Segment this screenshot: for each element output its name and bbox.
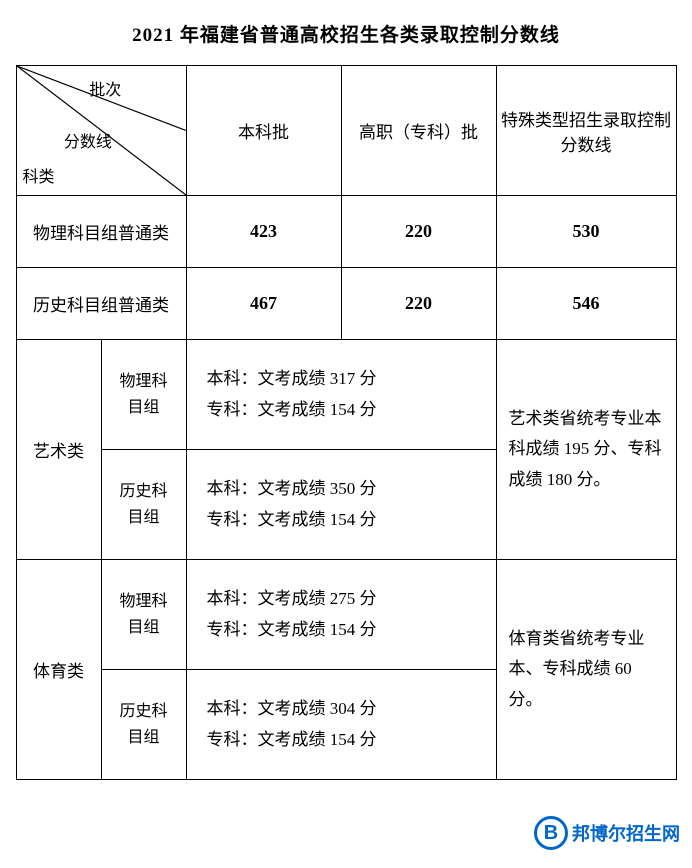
cell-gaozhi: 220 [341, 268, 496, 340]
watermark-text: 邦博尔招生网 [572, 820, 680, 846]
score-line: 专科：文考成绩 154 分 [207, 615, 492, 646]
header-benke: 本科批 [186, 66, 341, 196]
watermark-logo-icon: B [534, 816, 568, 850]
art-category-label: 艺术类 [16, 340, 101, 560]
score-line: 本科：文考成绩 275 分 [207, 584, 492, 615]
table-row: 体育类 物理科目组 本科：文考成绩 275 分 专科：文考成绩 154 分 体育… [16, 560, 676, 670]
score-line: 专科：文考成绩 154 分 [207, 725, 492, 756]
sport-history-scores: 本科：文考成绩 304 分 专科：文考成绩 154 分 [186, 670, 496, 780]
score-line: 本科：文考成绩 317 分 [207, 364, 492, 395]
table-row: 历史科目组普通类 467 220 546 [16, 268, 676, 340]
art-physics-scores: 本科：文考成绩 317 分 专科：文考成绩 154 分 [186, 340, 496, 450]
sublabel-text: 历史科目组 [119, 483, 167, 526]
sublabel-text: 物理科目组 [119, 593, 167, 636]
header-batch-label: 批次 [89, 76, 121, 100]
sport-physics-scores: 本科：文考成绩 275 分 专科：文考成绩 154 分 [186, 560, 496, 670]
score-table: 批次 分数线 科类 本科批 高职（专科）批 特殊类型招生录取控制分数线 物理科目… [16, 65, 677, 780]
sublabel-text: 历史科目组 [119, 703, 167, 746]
score-line: 本科：文考成绩 304 分 [207, 694, 492, 725]
table-row: 物理科目组普通类 423 220 530 [16, 196, 676, 268]
diagonal-header: 批次 分数线 科类 [16, 66, 186, 196]
header-special: 特殊类型招生录取控制分数线 [496, 66, 676, 196]
sport-note: 体育类省统考专业本、专科成绩 60 分。 [496, 560, 676, 780]
art-history-sublabel: 历史科目组 [101, 450, 186, 560]
row-history-label: 历史科目组普通类 [16, 268, 186, 340]
header-subject-label: 科类 [23, 163, 55, 187]
score-line: 专科：文考成绩 154 分 [207, 395, 492, 426]
art-physics-sublabel: 物理科目组 [101, 340, 186, 450]
header-score-label: 分数线 [64, 128, 112, 152]
score-line: 本科：文考成绩 350 分 [207, 474, 492, 505]
score-line: 专科：文考成绩 154 分 [207, 505, 492, 536]
header-row: 批次 分数线 科类 本科批 高职（专科）批 特殊类型招生录取控制分数线 [16, 66, 676, 196]
sport-history-sublabel: 历史科目组 [101, 670, 186, 780]
table-row: 艺术类 物理科目组 本科：文考成绩 317 分 专科：文考成绩 154 分 艺术… [16, 340, 676, 450]
cell-gaozhi: 220 [341, 196, 496, 268]
art-history-scores: 本科：文考成绩 350 分 专科：文考成绩 154 分 [186, 450, 496, 560]
sport-category-label: 体育类 [16, 560, 101, 780]
cell-special: 546 [496, 268, 676, 340]
sport-physics-sublabel: 物理科目组 [101, 560, 186, 670]
header-gaozhi: 高职（专科）批 [341, 66, 496, 196]
cell-benke: 423 [186, 196, 341, 268]
row-physics-label: 物理科目组普通类 [16, 196, 186, 268]
art-note: 艺术类省统考专业本科成绩 195 分、专科成绩 180 分。 [496, 340, 676, 560]
cell-benke: 467 [186, 268, 341, 340]
sublabel-text: 物理科目组 [119, 373, 167, 416]
watermark: B 邦博尔招生网 [534, 816, 680, 850]
cell-special: 530 [496, 196, 676, 268]
page-title: 2021 年福建省普通高校招生各类录取控制分数线 [10, 20, 682, 47]
